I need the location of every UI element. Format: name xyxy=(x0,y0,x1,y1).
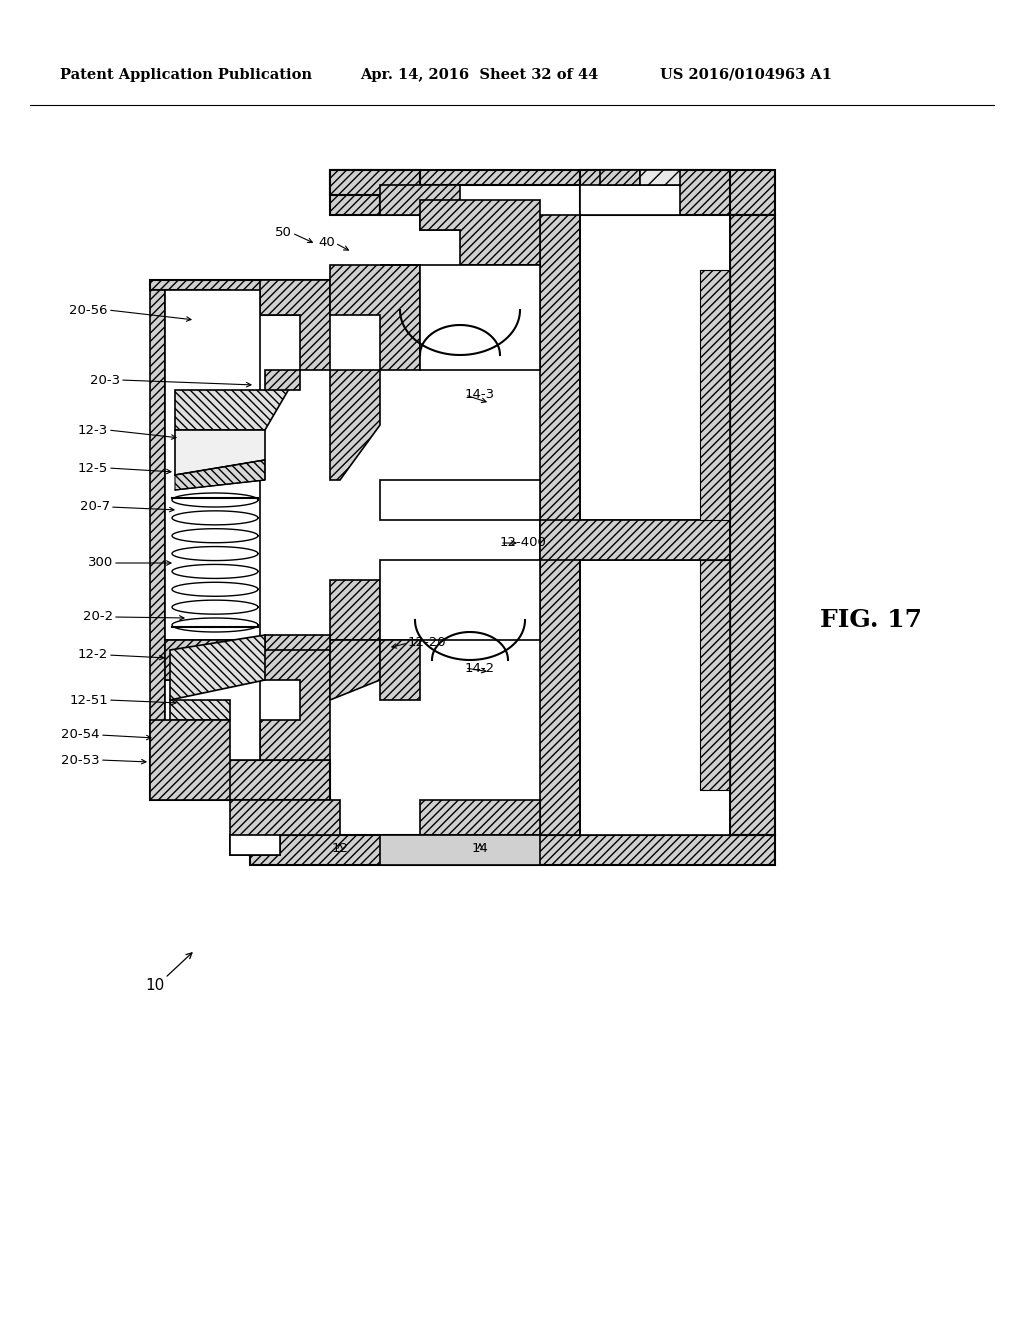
Text: 12: 12 xyxy=(332,842,348,854)
Text: 40: 40 xyxy=(318,236,335,249)
Text: Patent Application Publication: Patent Application Publication xyxy=(60,69,312,82)
Text: 50: 50 xyxy=(275,227,292,239)
Text: 10: 10 xyxy=(145,978,165,993)
Polygon shape xyxy=(580,170,730,215)
Polygon shape xyxy=(175,459,265,490)
Polygon shape xyxy=(260,640,330,760)
Text: 14: 14 xyxy=(472,842,488,854)
Text: FIG. 17: FIG. 17 xyxy=(820,609,922,632)
Text: 12-3: 12-3 xyxy=(78,424,108,437)
Text: 14-2: 14-2 xyxy=(465,661,496,675)
Text: 20-53: 20-53 xyxy=(61,754,100,767)
Polygon shape xyxy=(165,680,260,760)
Polygon shape xyxy=(330,170,775,215)
Polygon shape xyxy=(380,480,540,520)
Polygon shape xyxy=(730,215,775,836)
Polygon shape xyxy=(260,280,330,370)
Text: Apr. 14, 2016  Sheet 32 of 44: Apr. 14, 2016 Sheet 32 of 44 xyxy=(360,69,598,82)
Polygon shape xyxy=(380,265,540,370)
Polygon shape xyxy=(165,290,260,640)
Polygon shape xyxy=(165,640,260,680)
Text: US 2016/0104963 A1: US 2016/0104963 A1 xyxy=(660,69,831,82)
Polygon shape xyxy=(170,635,265,700)
Polygon shape xyxy=(330,640,380,700)
Polygon shape xyxy=(170,700,230,719)
Polygon shape xyxy=(640,170,680,185)
Polygon shape xyxy=(175,370,300,430)
Polygon shape xyxy=(330,579,380,640)
Text: 12-20: 12-20 xyxy=(408,636,446,649)
Polygon shape xyxy=(380,185,460,230)
Polygon shape xyxy=(330,370,380,480)
Polygon shape xyxy=(580,185,680,215)
Text: 12-5: 12-5 xyxy=(78,462,108,474)
Text: 20-56: 20-56 xyxy=(70,304,108,317)
Polygon shape xyxy=(150,760,330,800)
Polygon shape xyxy=(380,836,540,865)
Polygon shape xyxy=(250,836,775,865)
Text: 20-3: 20-3 xyxy=(90,374,120,387)
Text: 12-2: 12-2 xyxy=(78,648,108,661)
Polygon shape xyxy=(330,265,420,370)
Polygon shape xyxy=(380,640,420,700)
Polygon shape xyxy=(580,560,730,836)
Polygon shape xyxy=(330,170,420,215)
Polygon shape xyxy=(580,215,730,520)
Polygon shape xyxy=(540,215,620,836)
Polygon shape xyxy=(420,800,540,836)
Polygon shape xyxy=(700,560,730,789)
Polygon shape xyxy=(150,280,330,315)
Text: 300: 300 xyxy=(88,557,113,569)
Polygon shape xyxy=(600,170,640,185)
Polygon shape xyxy=(230,836,280,855)
Text: 20-54: 20-54 xyxy=(61,729,100,742)
Text: 12-51: 12-51 xyxy=(70,693,108,706)
Polygon shape xyxy=(540,520,730,560)
Polygon shape xyxy=(420,201,540,265)
Polygon shape xyxy=(150,290,165,760)
Polygon shape xyxy=(150,719,230,800)
Polygon shape xyxy=(175,430,265,475)
Text: 20-2: 20-2 xyxy=(83,610,113,623)
Polygon shape xyxy=(700,271,730,520)
Polygon shape xyxy=(265,635,330,649)
Polygon shape xyxy=(380,560,540,640)
Polygon shape xyxy=(230,800,340,855)
Text: 12-400: 12-400 xyxy=(500,536,547,549)
Text: 14-3: 14-3 xyxy=(465,388,496,401)
Polygon shape xyxy=(265,370,300,389)
Text: 20-7: 20-7 xyxy=(80,500,110,513)
